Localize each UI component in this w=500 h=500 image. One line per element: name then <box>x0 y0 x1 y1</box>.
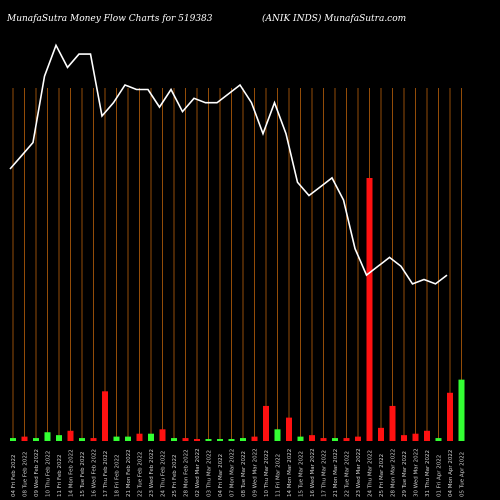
x-tick-label: 14 Mon Mar 2022 <box>287 449 293 497</box>
x-tick-label: 28 Mon Feb 2022 <box>184 449 190 497</box>
x-tick-label: 21 Mon Feb 2022 <box>126 449 132 497</box>
money-flow-bar <box>378 428 384 441</box>
x-tick-label: 10 Thu Feb 2022 <box>46 451 52 497</box>
money-flow-bar <box>447 393 453 441</box>
x-tick-label: 17 Thu Feb 2022 <box>103 451 109 497</box>
x-tick-label: 04 Fri Mar 2022 <box>218 454 224 497</box>
money-flow-bar <box>275 429 281 441</box>
money-flow-bar <box>413 434 419 441</box>
x-tick-label: 22 Tue Mar 2022 <box>345 451 351 497</box>
x-tick-label: 24 Thu Feb 2022 <box>161 451 167 497</box>
x-tick-label: 01 Fri Apr 2022 <box>437 455 443 497</box>
money-flow-bar <box>401 435 407 441</box>
money-flow-bar <box>91 438 97 441</box>
x-tick-label: 14 Mon Feb 2022 <box>69 449 75 497</box>
money-flow-bar <box>102 391 108 441</box>
money-flow-bar <box>217 439 223 441</box>
money-flow-bar <box>367 178 373 441</box>
x-tick-label: 07 Mon Mar 2022 <box>230 449 236 497</box>
money-flow-bar <box>309 435 315 441</box>
money-flow-bar <box>252 437 258 441</box>
money-flow-bar <box>22 437 28 441</box>
x-tick-label: 31 Thu Mar 2022 <box>425 450 431 497</box>
x-tick-label: 10 Thu Mar 2022 <box>264 450 270 497</box>
money-flow-bar <box>114 437 120 441</box>
money-flow-bar <box>321 438 327 441</box>
x-tick-label: 18 Fri Feb 2022 <box>115 454 121 497</box>
money-flow-bar <box>229 439 235 441</box>
money-flow-bar <box>436 438 442 441</box>
x-tick-label: 08 Tue Feb 2022 <box>23 452 29 497</box>
money-flow-bar <box>79 438 85 441</box>
money-flow-bar <box>332 438 338 441</box>
money-flow-bar <box>160 429 166 441</box>
x-tick-label: 23 Wed Mar 2022 <box>356 448 362 497</box>
money-flow-bar <box>286 418 292 441</box>
money-flow-bar <box>56 435 62 441</box>
x-tick-label: 17 Thu Mar 2022 <box>322 450 328 497</box>
money-flow-bar <box>33 438 39 441</box>
money-flow-bar <box>355 437 361 441</box>
money-flow-bar <box>344 438 350 441</box>
x-tick-label: 11 Fri Mar 2022 <box>276 454 282 497</box>
x-tick-label: 08 Tue Mar 2022 <box>241 451 247 497</box>
price-line <box>10 45 447 284</box>
x-tick-label: 09 Wed Feb 2022 <box>34 449 40 497</box>
x-tick-label: 04 Fri Feb 2022 <box>11 454 17 497</box>
money-flow-bar <box>390 406 396 441</box>
x-tick-label: 28 Mon Mar 2022 <box>391 449 397 497</box>
x-tick-label: 09 Wed Mar 2022 <box>253 448 259 497</box>
x-tick-label: 03 Thu Mar 2022 <box>207 450 213 497</box>
x-tick-label: 16 Wed Feb 2022 <box>92 449 98 497</box>
money-flow-bar <box>183 438 189 441</box>
money-flow-bar <box>10 438 16 441</box>
money-flow-bar <box>148 434 154 441</box>
money-flow-bar <box>424 431 430 441</box>
money-flow-bar <box>45 432 51 441</box>
money-flow-bar <box>459 380 465 441</box>
x-tick-label: 21 Mon Mar 2022 <box>333 449 339 497</box>
money-flow-bar <box>171 438 177 441</box>
x-tick-label: 25 Fri Feb 2022 <box>172 454 178 497</box>
money-flow-bar <box>137 434 143 441</box>
x-tick-label: 23 Wed Feb 2022 <box>149 449 155 497</box>
money-flow-bar <box>68 431 74 441</box>
x-tick-label: 04 Mon Apr 2022 <box>448 450 454 497</box>
x-tick-label: 05 Tue Apr 2022 <box>460 452 466 497</box>
x-tick-label: 24 Thu Mar 2022 <box>368 450 374 497</box>
x-tick-label: 30 Wed Mar 2022 <box>414 448 420 497</box>
x-tick-label: 22 Tue Feb 2022 <box>138 452 144 497</box>
money-flow-bar <box>240 438 246 441</box>
x-tick-label: 25 Fri Mar 2022 <box>379 454 385 497</box>
money-flow-bar <box>298 437 304 441</box>
money-flow-bar <box>263 406 269 441</box>
money-flow-bar <box>194 439 200 441</box>
x-tick-label: 29 Tue Mar 2022 <box>402 451 408 497</box>
x-tick-label: 02 Wed Mar 2022 <box>195 448 201 497</box>
x-tick-label: 15 Tue Mar 2022 <box>299 451 305 497</box>
x-tick-label: 15 Tue Feb 2022 <box>80 452 86 497</box>
money-flow-bar <box>125 437 131 441</box>
x-tick-label: 16 Wed Mar 2022 <box>310 448 316 497</box>
money-flow-bar <box>206 439 212 441</box>
x-tick-label: 11 Fri Feb 2022 <box>57 454 63 497</box>
